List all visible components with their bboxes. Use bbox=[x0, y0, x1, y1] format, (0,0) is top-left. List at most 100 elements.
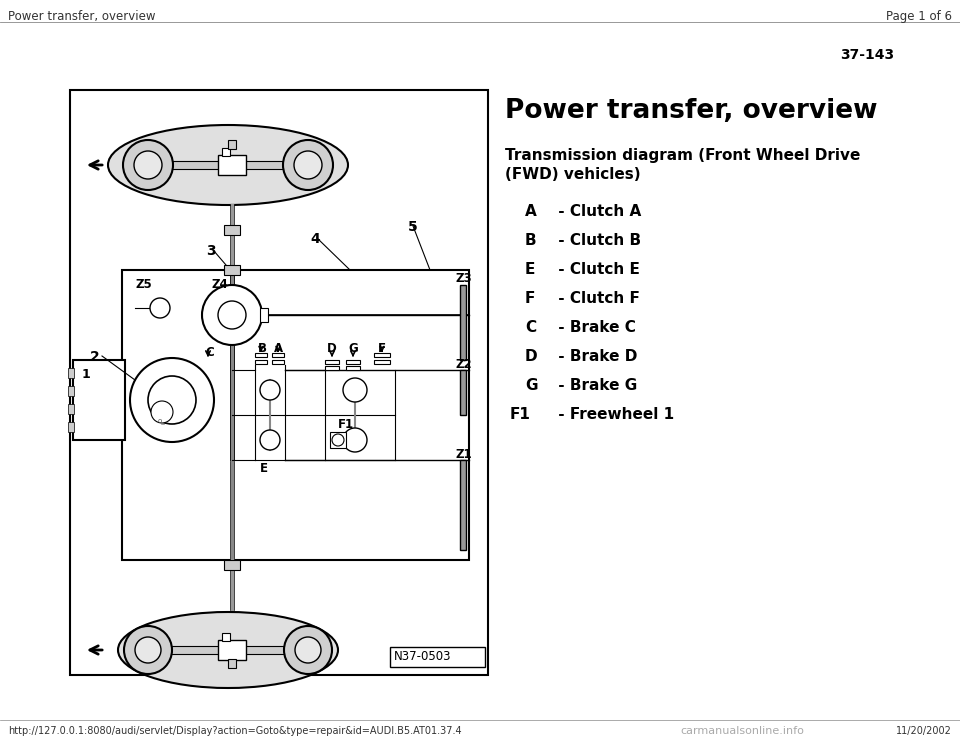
Text: (FWD) vehicles): (FWD) vehicles) bbox=[505, 167, 640, 182]
Text: B: B bbox=[525, 233, 537, 248]
Bar bbox=[346, 360, 360, 364]
Bar bbox=[460, 460, 466, 550]
Bar bbox=[325, 360, 339, 364]
Bar bbox=[390, 647, 485, 667]
Bar bbox=[330, 432, 346, 448]
Bar bbox=[148, 161, 308, 169]
Bar bbox=[218, 155, 246, 175]
Text: F1: F1 bbox=[338, 418, 354, 431]
Bar bbox=[374, 360, 390, 364]
Text: 4: 4 bbox=[310, 232, 320, 246]
Text: Transmission diagram (Front Wheel Drive: Transmission diagram (Front Wheel Drive bbox=[505, 148, 860, 163]
Text: B: B bbox=[258, 342, 267, 355]
Circle shape bbox=[284, 626, 332, 674]
Circle shape bbox=[130, 358, 214, 442]
Bar bbox=[255, 353, 267, 357]
Circle shape bbox=[343, 428, 367, 452]
Text: Z1: Z1 bbox=[455, 448, 471, 461]
Text: F1: F1 bbox=[510, 407, 531, 422]
Text: Z5: Z5 bbox=[135, 278, 152, 291]
Circle shape bbox=[294, 151, 322, 179]
Bar bbox=[218, 640, 246, 660]
Bar bbox=[255, 360, 267, 364]
Ellipse shape bbox=[118, 612, 338, 688]
Text: Z4: Z4 bbox=[212, 278, 228, 291]
Circle shape bbox=[148, 376, 196, 424]
Circle shape bbox=[218, 301, 246, 329]
Text: 11/20/2002: 11/20/2002 bbox=[896, 726, 952, 736]
Bar bbox=[224, 265, 240, 275]
Bar bbox=[260, 308, 268, 322]
Bar bbox=[68, 404, 74, 414]
Ellipse shape bbox=[108, 125, 348, 205]
Text: - Brake C: - Brake C bbox=[553, 320, 636, 335]
Bar bbox=[228, 659, 236, 668]
Text: G: G bbox=[348, 342, 358, 355]
Text: A: A bbox=[525, 204, 537, 219]
Text: Z2: Z2 bbox=[455, 358, 471, 371]
Text: D: D bbox=[327, 342, 337, 355]
Text: - Brake D: - Brake D bbox=[553, 349, 637, 364]
Text: - Freewheel 1: - Freewheel 1 bbox=[553, 407, 674, 422]
Circle shape bbox=[283, 140, 333, 190]
Bar bbox=[325, 366, 339, 370]
Bar bbox=[73, 360, 125, 440]
Bar bbox=[70, 90, 488, 675]
Bar bbox=[222, 633, 230, 641]
Circle shape bbox=[135, 637, 161, 663]
Bar bbox=[460, 370, 466, 415]
Circle shape bbox=[124, 626, 172, 674]
Text: 1: 1 bbox=[82, 368, 91, 381]
Bar bbox=[228, 140, 236, 149]
Text: C: C bbox=[525, 320, 536, 335]
Bar bbox=[68, 368, 74, 378]
Bar bbox=[460, 285, 466, 360]
Bar bbox=[374, 353, 390, 357]
Bar bbox=[222, 148, 230, 156]
Circle shape bbox=[260, 380, 280, 400]
Bar bbox=[224, 560, 240, 570]
Circle shape bbox=[151, 401, 173, 423]
Text: - Clutch A: - Clutch A bbox=[553, 204, 641, 219]
Text: D: D bbox=[525, 349, 538, 364]
Bar bbox=[68, 422, 74, 432]
Text: C: C bbox=[205, 346, 214, 359]
Circle shape bbox=[150, 298, 170, 318]
Text: F: F bbox=[378, 342, 386, 355]
Text: Power transfer, overview: Power transfer, overview bbox=[505, 98, 877, 124]
Text: http://127.0.0.1:8080/audi/servlet/Display?action=Goto&type=repair&id=AUDI.B5.AT: http://127.0.0.1:8080/audi/servlet/Displ… bbox=[8, 726, 462, 736]
Bar bbox=[272, 353, 284, 357]
Circle shape bbox=[123, 140, 173, 190]
Text: - Brake G: - Brake G bbox=[553, 378, 637, 393]
Text: F: F bbox=[525, 291, 536, 306]
Bar bbox=[68, 386, 74, 396]
Text: G: G bbox=[525, 378, 538, 393]
Bar bbox=[122, 270, 469, 560]
Text: E: E bbox=[260, 462, 268, 475]
Bar bbox=[346, 366, 360, 370]
Text: - Clutch B: - Clutch B bbox=[553, 233, 641, 248]
Circle shape bbox=[134, 151, 162, 179]
Text: 37-143: 37-143 bbox=[840, 48, 894, 62]
Text: - Clutch F: - Clutch F bbox=[553, 291, 640, 306]
Text: Power transfer, overview: Power transfer, overview bbox=[8, 10, 156, 23]
Circle shape bbox=[202, 285, 262, 345]
Circle shape bbox=[260, 430, 280, 450]
Text: E: E bbox=[525, 262, 536, 277]
Circle shape bbox=[332, 434, 344, 446]
Text: Page 1 of 6: Page 1 of 6 bbox=[886, 10, 952, 23]
Text: A: A bbox=[274, 342, 283, 355]
Circle shape bbox=[343, 378, 367, 402]
Bar bbox=[272, 360, 284, 364]
Text: 2: 2 bbox=[90, 350, 100, 364]
Text: 5: 5 bbox=[408, 220, 418, 234]
Text: - Clutch E: - Clutch E bbox=[553, 262, 640, 277]
Circle shape bbox=[295, 637, 321, 663]
Text: Z3: Z3 bbox=[455, 272, 471, 285]
Bar bbox=[224, 225, 240, 235]
Text: carmanualsonline.info: carmanualsonline.info bbox=[680, 726, 804, 736]
Text: N37-0503: N37-0503 bbox=[394, 650, 451, 663]
Bar bbox=[148, 646, 308, 654]
Text: 3: 3 bbox=[206, 244, 216, 258]
Text: o_: o_ bbox=[158, 418, 166, 424]
